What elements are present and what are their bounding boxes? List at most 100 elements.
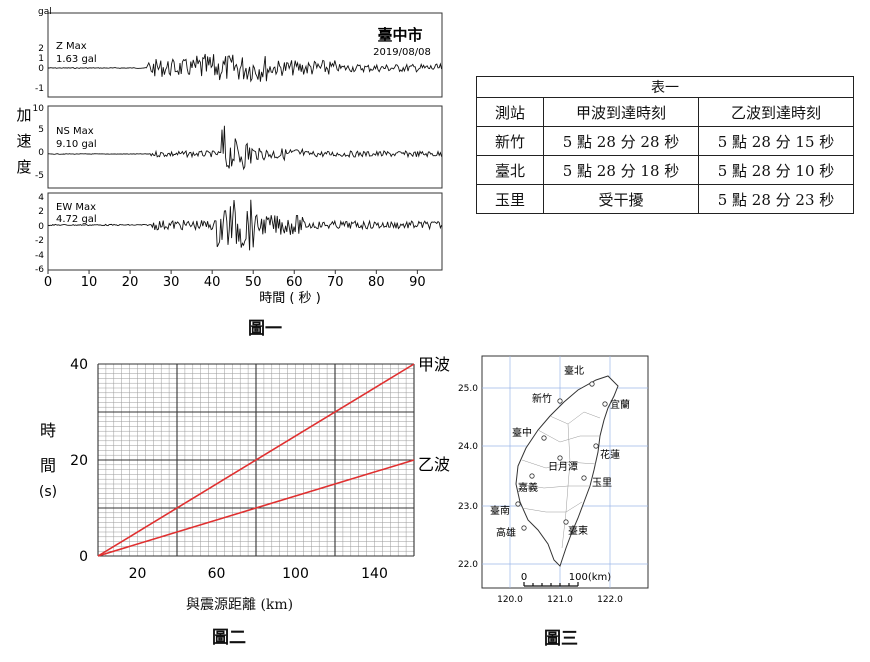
tick-label: 10 [33, 104, 45, 114]
x-tick-label: 100 [282, 566, 309, 582]
y-label-char: 加 [16, 106, 31, 124]
y-label-char: 速 [16, 132, 31, 150]
x-tick-label: 60 [286, 275, 303, 290]
scale-bar [523, 582, 579, 587]
city-label-hsinchu: 新竹 [532, 392, 552, 405]
station-cell: 玉里 [476, 184, 544, 214]
ew-component-label: EW Max [56, 202, 96, 213]
p-wave-line [97, 363, 415, 557]
x-tick-label: 20 [129, 566, 147, 582]
z-component-label: Z Max [56, 41, 87, 52]
city-label: 臺中市 [377, 26, 422, 44]
series-label-s-wave: 乙波 [418, 455, 450, 474]
x-axis-label: 時間 ( 秒 ) [259, 291, 321, 306]
figure-2-caption: 圖二 [212, 628, 246, 648]
tick-label: 0 [38, 148, 44, 158]
station-markers [515, 381, 608, 531]
x-tick-label: 80 [368, 275, 385, 290]
s-wave-cell: 5 點 28 分 23 秒 [698, 184, 854, 214]
tick-label: 0 [38, 64, 44, 74]
ns-component-label: NS Max [56, 126, 94, 137]
y-label-char: 時 [40, 421, 56, 440]
figure-3: 臺北 新竹 宜蘭 臺中 花蓮 日月潭 嘉義 玉里 臺南 高雄 臺東 25.0 2… [450, 352, 660, 662]
date-label: 2019/08/08 [373, 47, 431, 58]
trace-ns [48, 125, 443, 171]
station-cell: 新竹 [476, 126, 544, 156]
y-label-char: (s) [39, 484, 57, 500]
x-axis-ticks: 20 60 100 140 [129, 566, 388, 582]
station-cell: 臺北 [476, 155, 544, 185]
x-tick-label: 0 [44, 275, 52, 290]
ns-max-value: 9.10 gal [56, 139, 97, 150]
panel-z-frame [47, 12, 443, 98]
tick-label: -5 [35, 171, 44, 181]
tick-label: -1 [35, 84, 44, 94]
city-label-hualien: 花蓮 [600, 448, 620, 461]
s-wave-cell: 5 點 28 分 15 秒 [698, 126, 854, 156]
p-wave-cell: 受干擾 [543, 184, 699, 214]
scale-end-label: 100(km) [569, 572, 612, 583]
city-label-kaohsiung: 高雄 [496, 526, 516, 539]
figure-1: gal 2 1 0 -1 10 5 0 -5 4 2 0 -2 -4 -6 Z … [0, 0, 460, 340]
y-tick-label: 0 [79, 549, 88, 565]
x-tick-label: 70 [327, 275, 344, 290]
x-axis-label: 與震源距離 (km) [186, 597, 294, 613]
city-label-tainan: 臺南 [490, 504, 510, 517]
lat-tick: 24.0 [458, 442, 478, 452]
s-wave-cell: 5 點 28 分 10 秒 [698, 155, 854, 185]
series-label-p-wave: 甲波 [418, 355, 450, 374]
panel-ns-frame [47, 105, 443, 189]
y-label-char: 度 [16, 158, 31, 176]
p-wave-cell: 5 點 28 分 18 秒 [543, 155, 699, 185]
p-wave-cell: 5 點 28 分 28 秒 [543, 126, 699, 156]
city-label-taichung: 臺中 [512, 426, 532, 439]
lon-tick: 121.0 [547, 595, 573, 605]
tick-label: -4 [35, 251, 44, 261]
x-tick-label: 10 [81, 275, 98, 290]
panel-ns-ticks: 10 5 0 -5 [33, 104, 45, 181]
tick-label: 0 [38, 222, 44, 232]
lat-tick: 22.0 [458, 560, 478, 570]
table-row: 臺北 5 點 28 分 18 秒 5 點 28 分 10 秒 [476, 155, 854, 185]
lat-tick: 23.0 [458, 502, 478, 512]
y-label-char: 間 [40, 456, 56, 475]
panel-ew-ticks: 4 2 0 -2 -4 -6 [35, 193, 44, 275]
lon-tick: 120.0 [497, 595, 523, 605]
taiwan-outline [515, 375, 619, 567]
tick-label: -2 [35, 236, 44, 246]
table-row: 玉里 受干擾 5 點 28 分 23 秒 [476, 184, 854, 214]
panel-ew-frame [47, 192, 443, 271]
tick-label: 1 [38, 54, 44, 64]
tick-label: -6 [35, 265, 44, 275]
x-tick-label: 40 [204, 275, 221, 290]
unit-label: gal [38, 7, 52, 17]
y-axis-ticks: 0 20 40 [70, 357, 88, 565]
header-cell: 測站 [476, 97, 544, 127]
x-tick-label: 60 [208, 566, 226, 582]
header-cell: 甲波到達時刻 [543, 97, 699, 127]
x-tick-label: 30 [163, 275, 180, 290]
y-tick-label: 20 [70, 453, 88, 469]
scale-start-label: 0 [521, 572, 527, 583]
z-max-value: 1.63 gal [56, 54, 97, 65]
city-label-yilan: 宜蘭 [610, 398, 630, 411]
tick-label: 5 [38, 125, 44, 135]
city-label-taitung: 臺東 [568, 524, 588, 537]
lat-ticks: 25.0 24.0 23.0 22.0 [458, 384, 478, 570]
table-1: 表一 測站 甲波到達時刻 乙波到達時刻 新竹 5 點 28 分 28 秒 5 點… [476, 76, 854, 214]
city-label-yuli: 玉里 [592, 477, 612, 489]
s-wave-line [97, 459, 415, 557]
figure-3-caption: 圖三 [544, 629, 578, 649]
lon-tick: 122.0 [597, 595, 623, 605]
city-label-sun-moon-lake: 日月潭 [548, 461, 578, 473]
x-tick-label: 90 [409, 275, 426, 290]
table-caption: 表一 [476, 76, 854, 98]
figure-2: 0 20 40 20 60 100 140 甲波 乙波 時 間 (s) 與震源距離 (km… [0, 348, 470, 662]
county-borders [517, 411, 601, 549]
major-grid [97, 363, 415, 557]
panel-z-ticks: 2 1 0 -1 [35, 44, 44, 94]
tick-label: 4 [38, 193, 44, 203]
x-tick-label: 140 [361, 566, 388, 582]
trace-z [48, 53, 443, 83]
seismogram-chart: gal 2 1 0 -1 10 5 0 -5 4 2 0 -2 -4 -6 Z … [16, 7, 443, 306]
